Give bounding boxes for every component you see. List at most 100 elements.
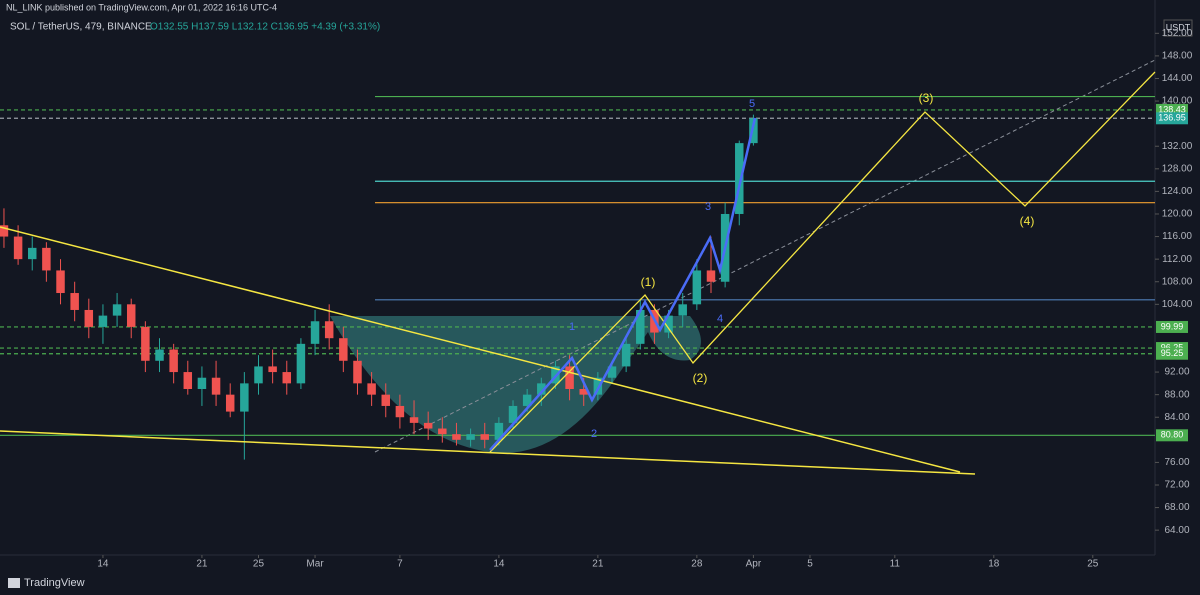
candle-body [254, 366, 263, 384]
y-tick-label: 68.00 [1164, 502, 1189, 513]
candle-body [678, 304, 687, 316]
candle-body [126, 304, 136, 327]
x-tick-label: Mar [306, 559, 324, 570]
candle-body [579, 389, 588, 395]
cup-pattern [330, 316, 701, 453]
price-tag [1156, 320, 1188, 333]
candle-body [324, 321, 334, 339]
candle-body [508, 405, 518, 423]
currency: USDT [1166, 22, 1191, 32]
trendline [0, 226, 961, 473]
y-tick-label: 72.00 [1164, 480, 1189, 491]
candle-body [282, 372, 292, 384]
x-tick-label: 25 [253, 559, 265, 570]
candle-body [466, 434, 475, 440]
y-tick-label: 148.00 [1162, 51, 1193, 62]
candle-body [522, 394, 532, 406]
wave-projection [489, 71, 1156, 453]
candle-body [353, 360, 362, 384]
price-tag-label: 136.95 [1158, 113, 1186, 123]
candle-body [735, 143, 744, 214]
wave-label: (2) [693, 371, 708, 385]
candle-body [452, 434, 461, 440]
candle-body [141, 326, 150, 361]
trend-projection [374, 59, 1156, 453]
candle-body [749, 118, 758, 144]
price-marks [0, 95, 1155, 460]
candle-body [395, 405, 405, 418]
candle-body [310, 321, 320, 344]
candle-body [339, 338, 348, 361]
x-tick-label: 14 [493, 559, 505, 570]
y-tick-label: 64.00 [1164, 525, 1189, 536]
y-tick-label: 116.00 [1162, 231, 1192, 242]
candle-body [593, 377, 603, 395]
wave-label: 2 [591, 428, 597, 440]
wave-label: (1) [641, 275, 656, 289]
candle-body [155, 349, 164, 361]
candle-body [84, 309, 94, 327]
y-tick-label: 108.00 [1162, 276, 1193, 287]
candle-body [367, 383, 376, 395]
candle-body [0, 225, 9, 237]
candle-body [423, 422, 433, 429]
wave-label: 1 [569, 321, 575, 333]
x-tick-label: 28 [691, 559, 703, 570]
candle-body [56, 270, 65, 294]
y-tick-label: 76.00 [1164, 457, 1189, 468]
currency-box [1163, 19, 1193, 37]
price-tag-label: 80.80 [1161, 430, 1184, 440]
x-tick-label: 7 [397, 559, 403, 570]
candle-body [381, 394, 390, 406]
x-tick-label: 18 [988, 559, 1000, 570]
candle-body [621, 343, 631, 367]
wave-label: 4 [717, 313, 723, 325]
price-tag-label: 138.43 [1158, 104, 1186, 114]
price-tag [1156, 112, 1188, 125]
y-tick-label: 128.00 [1162, 163, 1193, 174]
price-tag-label: 96.25 [1161, 342, 1184, 352]
wave-label: 5 [749, 98, 755, 110]
trendline [0, 430, 976, 475]
candle-body [70, 293, 79, 310]
candle-body [211, 377, 221, 395]
y-tick-label: 120.00 [1162, 209, 1193, 220]
ohlc: O132.55 H137.59 L132.12 C136.95 +4.39 (+… [150, 22, 380, 33]
candle-body [706, 270, 716, 282]
candle-body [183, 372, 193, 390]
candle-body [607, 366, 617, 378]
y-tick-label: 152.00 [1162, 28, 1193, 39]
price-tag-label: 95.25 [1161, 348, 1184, 358]
y-tick-label: 88.00 [1164, 389, 1189, 400]
candle-body [42, 247, 51, 271]
candle-body [565, 366, 574, 390]
wave-label: 3 [705, 201, 711, 213]
candle-body [268, 366, 277, 373]
price-tag-label: 99.99 [1161, 321, 1184, 331]
x-tick-label: 21 [592, 559, 604, 570]
candle-body [664, 315, 673, 333]
y-tick-label: 140.00 [1162, 96, 1193, 107]
y-tick-label: 112.00 [1162, 254, 1192, 265]
candle-body [296, 343, 306, 384]
x-tick-label: Apr [746, 559, 762, 570]
candle-body [197, 377, 207, 390]
wave-label: (4) [1020, 214, 1035, 228]
x-tick-label: 5 [807, 559, 813, 570]
candle-body [409, 417, 419, 423]
x-tick-label: 14 [97, 559, 109, 570]
candle-body [225, 394, 235, 412]
candle-body [27, 247, 37, 260]
publisher: NL_LINK published on TradingView.com, Ap… [6, 2, 277, 12]
candle-body [480, 434, 489, 440]
brand: TradingView [24, 577, 85, 589]
candle-body [692, 270, 702, 305]
y-tick-label: 84.00 [1164, 412, 1189, 423]
candle-body [537, 383, 546, 395]
candle-body [438, 428, 447, 435]
candle-body [240, 383, 249, 412]
y-tick-label: 92.00 [1164, 367, 1189, 378]
